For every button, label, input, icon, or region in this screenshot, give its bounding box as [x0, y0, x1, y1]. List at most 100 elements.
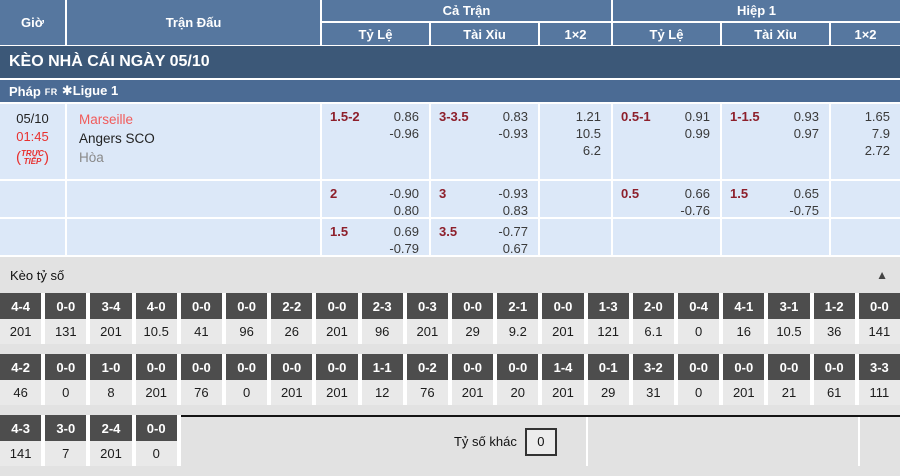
- odds-value[interactable]: -0.96: [389, 126, 419, 141]
- odds-value[interactable]: 0.80: [393, 203, 419, 218]
- score-odds-value[interactable]: 29: [452, 319, 494, 344]
- odds-value[interactable]: 0.66: [684, 186, 710, 201]
- odds-value[interactable]: 0.67: [502, 241, 528, 256]
- score-odds-value[interactable]: 201: [271, 380, 313, 405]
- score-odds-value[interactable]: 10.5: [135, 319, 177, 344]
- score-odds-value[interactable]: 46: [0, 380, 42, 405]
- score-odds-cell[interactable]: 0-1 29: [587, 354, 629, 405]
- score-odds-cell[interactable]: 0-0 20: [497, 354, 539, 405]
- score-odds-cell[interactable]: 0-3 201: [406, 293, 448, 344]
- collapse-arrow-icon[interactable]: ▲: [876, 268, 888, 282]
- odds-value[interactable]: 1.65: [864, 109, 890, 124]
- score-odds-cell[interactable]: 0-0 201: [316, 354, 358, 405]
- score-odds-cell[interactable]: 0-0 41: [180, 293, 222, 344]
- score-odds-cell[interactable]: 0-0 141: [858, 293, 900, 344]
- score-odds-value[interactable]: 96: [226, 319, 268, 344]
- score-odds-value[interactable]: 29: [587, 380, 629, 405]
- score-odds-cell[interactable]: 3-1 10.5: [768, 293, 810, 344]
- odds-value[interactable]: 10.5: [575, 126, 601, 141]
- odds-value[interactable]: 0.91: [684, 109, 710, 124]
- score-odds-value[interactable]: 31: [632, 380, 674, 405]
- score-odds-cell[interactable]: 0-0 21: [768, 354, 810, 405]
- score-odds-cell[interactable]: 0-4 0: [678, 293, 720, 344]
- score-odds-value[interactable]: 26: [271, 319, 313, 344]
- score-odds-value[interactable]: 0: [45, 380, 87, 405]
- score-odds-cell[interactable]: 2-1 9.2: [497, 293, 539, 344]
- score-odds-cell[interactable]: 0-0 96: [226, 293, 268, 344]
- score-odds-value[interactable]: 36: [813, 319, 855, 344]
- odds-value[interactable]: 0.83: [502, 203, 528, 218]
- score-odds-cell[interactable]: 0-0 131: [45, 293, 87, 344]
- score-odds-value[interactable]: 201: [542, 380, 584, 405]
- odds-value[interactable]: -0.93: [498, 186, 528, 201]
- score-odds-cell[interactable]: 0-0 0: [45, 354, 87, 405]
- score-odds-cell[interactable]: 3-3 111: [858, 354, 900, 405]
- score-odds-value[interactable]: 10.5: [768, 319, 810, 344]
- score-odds-value[interactable]: 12: [361, 380, 403, 405]
- score-odds-value[interactable]: 8: [90, 380, 132, 405]
- score-odds-cell[interactable]: 0-0 0: [678, 354, 720, 405]
- score-odds-cell[interactable]: 0-0 0: [226, 354, 268, 405]
- score-odds-value[interactable]: 141: [858, 319, 900, 344]
- score-odds-value[interactable]: 0: [226, 380, 268, 405]
- score-odds-value[interactable]: 7: [45, 441, 87, 466]
- odds-value[interactable]: 7.9: [871, 126, 890, 141]
- score-odds-cell[interactable]: 4-1 16: [723, 293, 765, 344]
- odds-value[interactable]: 0.97: [793, 126, 819, 141]
- score-odds-value[interactable]: 76: [180, 380, 222, 405]
- odds-value[interactable]: -0.76: [680, 203, 710, 218]
- score-odds-cell[interactable]: 4-4 201: [0, 293, 42, 344]
- score-odds-cell[interactable]: 0-0 61: [813, 354, 855, 405]
- score-odds-cell[interactable]: 2-4 201: [90, 415, 132, 466]
- score-odds-cell[interactable]: 3-2 31: [632, 354, 674, 405]
- score-odds-value[interactable]: 111: [858, 380, 900, 405]
- score-odds-value[interactable]: 131: [45, 319, 87, 344]
- score-odds-cell[interactable]: 0-0 201: [452, 354, 494, 405]
- score-odds-cell[interactable]: 0-0 0: [135, 415, 177, 466]
- score-odds-cell[interactable]: 2-2 26: [271, 293, 313, 344]
- score-odds-value[interactable]: 0: [678, 319, 720, 344]
- score-odds-value[interactable]: 201: [316, 380, 358, 405]
- score-odds-value[interactable]: 0: [135, 441, 177, 466]
- odds-value[interactable]: 0.83: [502, 109, 528, 124]
- score-odds-value[interactable]: 201: [542, 319, 584, 344]
- score-odds-value[interactable]: 201: [406, 319, 448, 344]
- odds-value[interactable]: 6.2: [582, 143, 601, 158]
- score-odds-value[interactable]: 201: [90, 441, 132, 466]
- score-odds-cell[interactable]: 0-0 201: [135, 354, 177, 405]
- odds-value[interactable]: 2.72: [864, 143, 890, 158]
- score-odds-value[interactable]: 201: [316, 319, 358, 344]
- odds-value[interactable]: -0.93: [498, 126, 528, 141]
- score-odds-value[interactable]: 21: [768, 380, 810, 405]
- odds-value[interactable]: 0.69: [393, 224, 419, 239]
- score-odds-value[interactable]: 201: [0, 319, 42, 344]
- other-score-box[interactable]: 0: [524, 427, 557, 456]
- score-odds-cell[interactable]: 0-0 201: [271, 354, 313, 405]
- score-odds-value[interactable]: 61: [813, 380, 855, 405]
- away-team-link[interactable]: Angers SCO: [79, 131, 155, 146]
- score-odds-cell[interactable]: 1-3 121: [587, 293, 629, 344]
- score-odds-cell[interactable]: 0-0 201: [723, 354, 765, 405]
- score-odds-value[interactable]: 201: [90, 319, 132, 344]
- score-odds-value[interactable]: 121: [587, 319, 629, 344]
- league-header[interactable]: Pháp fr ✱Ligue 1: [0, 80, 900, 102]
- score-odds-cell[interactable]: 1-4 201: [542, 354, 584, 405]
- score-odds-cell[interactable]: 1-0 8: [90, 354, 132, 405]
- score-odds-value[interactable]: 20: [497, 380, 539, 405]
- score-odds-value[interactable]: 141: [0, 441, 42, 466]
- score-odds-value[interactable]: 6.1: [632, 319, 674, 344]
- home-team-link[interactable]: Marseille: [79, 112, 134, 127]
- score-odds-cell[interactable]: 0-0 201: [316, 293, 358, 344]
- odds-value[interactable]: -0.75: [789, 203, 819, 218]
- score-odds-cell[interactable]: 4-3 141: [0, 415, 42, 466]
- score-odds-value[interactable]: 41: [180, 319, 222, 344]
- score-odds-cell[interactable]: 1-1 12: [361, 354, 403, 405]
- score-odds-value[interactable]: 0: [678, 380, 720, 405]
- score-odds-value[interactable]: 76: [406, 380, 448, 405]
- score-odds-value[interactable]: 9.2: [497, 319, 539, 344]
- score-odds-value[interactable]: 201: [723, 380, 765, 405]
- score-odds-cell[interactable]: 0-2 76: [406, 354, 448, 405]
- score-odds-cell[interactable]: 3-0 7: [45, 415, 87, 466]
- score-odds-cell[interactable]: 4-0 10.5: [135, 293, 177, 344]
- odds-value[interactable]: -0.77: [498, 224, 528, 239]
